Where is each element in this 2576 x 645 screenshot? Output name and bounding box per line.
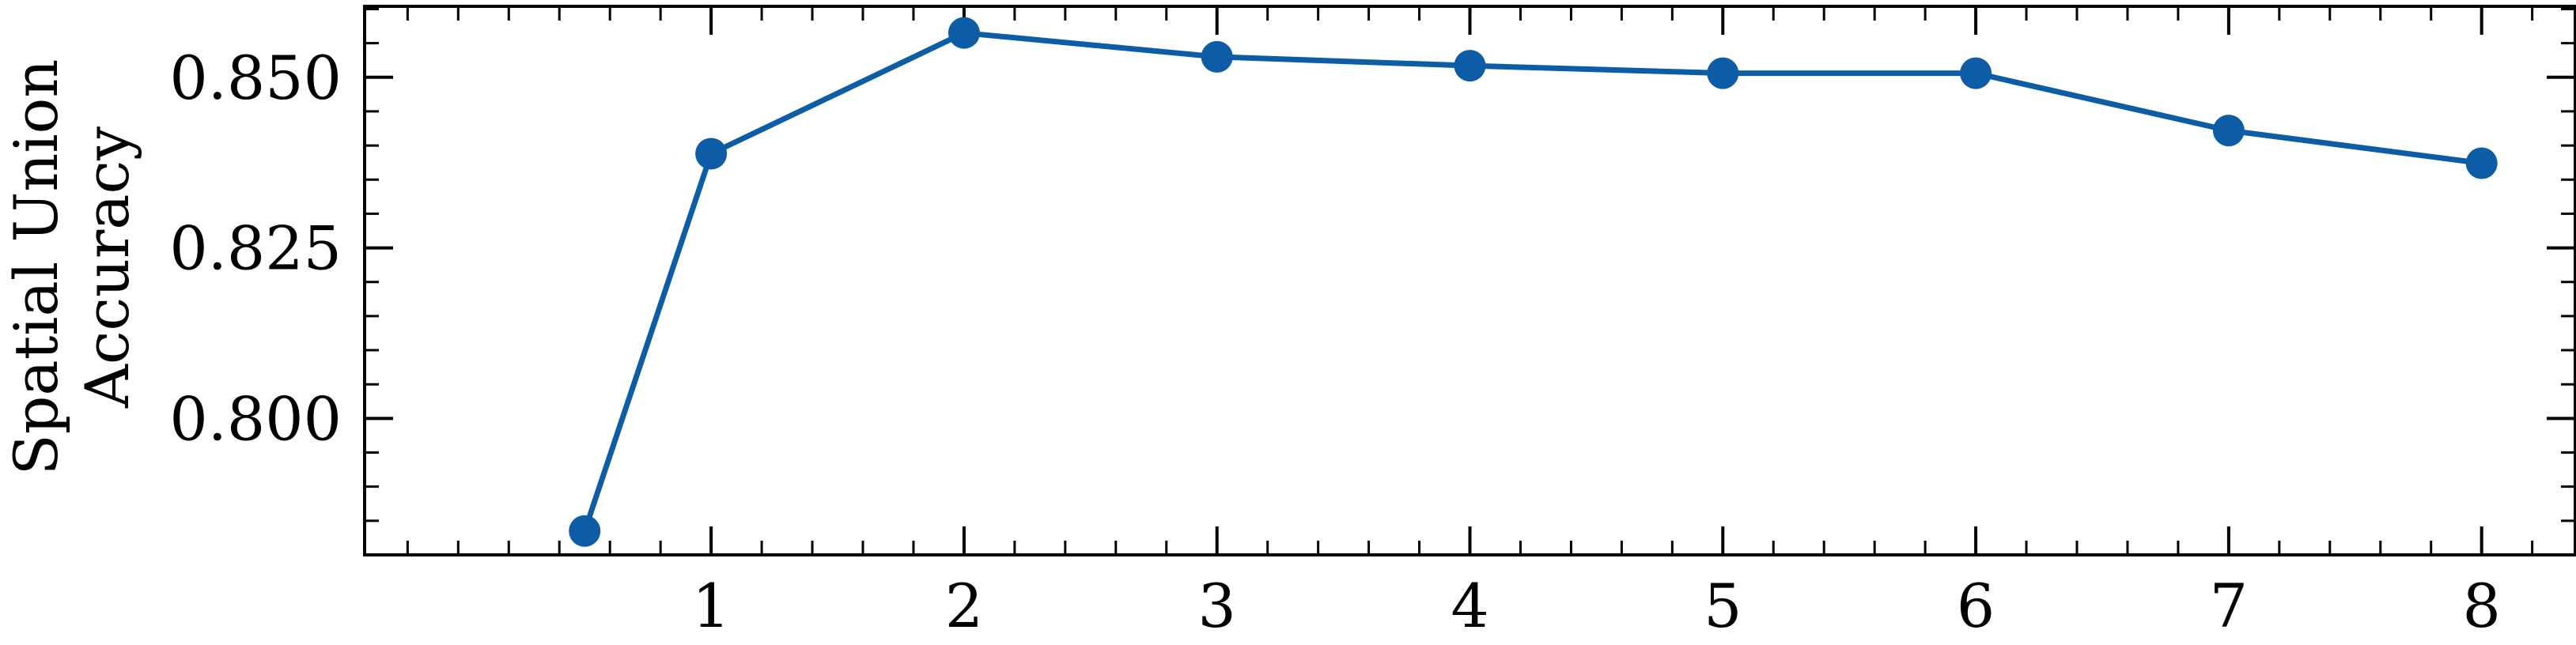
data-point <box>948 17 980 49</box>
data-point <box>1201 40 1233 73</box>
data-point <box>1707 57 1739 89</box>
data-point <box>2465 147 2498 179</box>
data-point <box>1960 57 1992 89</box>
y-tick-labels: 0.800 0.825 0.850 <box>169 43 342 455</box>
x-tick-label: 1 <box>692 571 730 641</box>
minor-ticks <box>365 6 2575 556</box>
y-tick-label: 0.825 <box>169 213 342 284</box>
data-point <box>569 515 601 547</box>
y-axis-title-line-2: Accuracy <box>72 126 142 409</box>
x-tick-label: 5 <box>1704 571 1742 641</box>
x-tick-label: 4 <box>1451 571 1488 641</box>
data-point <box>1454 50 1486 82</box>
x-tick-labels: 1 2 3 4 5 6 7 8 <box>692 571 2501 641</box>
x-tick-label: 8 <box>2462 571 2500 641</box>
y-axis-title-line-1: Spatial Union <box>1 59 71 476</box>
x-tick-label: 2 <box>945 571 983 641</box>
data-point <box>695 138 728 170</box>
y-axis-title: Spatial Union Accuracy <box>1 59 142 476</box>
x-tick-label: 3 <box>1198 571 1236 641</box>
plot-frame <box>363 5 2576 556</box>
series-line <box>581 30 2483 532</box>
x-tick-label: 7 <box>2210 571 2248 641</box>
major-ticks <box>365 6 2575 555</box>
y-tick-label: 0.850 <box>169 43 342 113</box>
y-tick-label: 0.800 <box>169 383 342 454</box>
data-point <box>2212 115 2245 147</box>
series-layer <box>569 17 2498 547</box>
x-tick-label: 6 <box>1957 571 1995 641</box>
